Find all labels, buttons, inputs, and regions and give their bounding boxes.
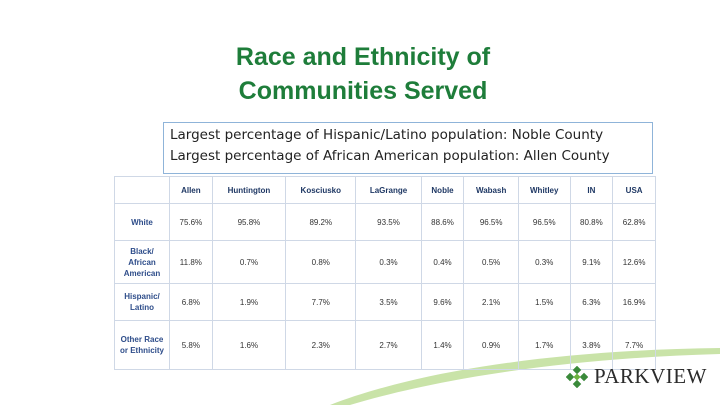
note-line: Largest percentage of Hispanic/Latino po…	[170, 127, 604, 143]
title-line: Communities Served	[238, 77, 488, 105]
data-table: Allen Huntington Kosciusko LaGrange Noble Wab…	[114, 176, 656, 370]
table-cell: 0.7%	[211, 240, 287, 284]
table-cell: 6.3%	[569, 283, 614, 321]
note-box: Largest percentage of Hispanic/Latino po…	[163, 122, 653, 174]
row-header: Hispanic/ Latino	[114, 283, 170, 321]
table-cell: 2.7%	[355, 320, 422, 370]
table-cell: 0.5%	[463, 240, 519, 284]
table-cell: 11.8%	[169, 240, 213, 284]
column-header: Huntington	[211, 176, 287, 204]
table-cell: 2.3%	[285, 320, 357, 370]
table-cell: 1.7%	[517, 320, 571, 370]
table-cell: 7.7%	[285, 283, 357, 321]
table-row: Black/ African American 11.8% 0.7% 0.8% 0.3%…	[114, 240, 656, 284]
table-cell: 0.9%	[463, 320, 519, 370]
row-header: Black/ African American	[114, 240, 170, 284]
row-header: Other Race or Ethnicity	[114, 320, 170, 370]
table-cell: 5.8%	[169, 320, 213, 370]
table-cell: 9.1%	[569, 240, 614, 284]
note-line: Largest percentage of African American p…	[170, 148, 610, 164]
column-header: Noble	[420, 176, 465, 204]
table-cell: 96.5%	[463, 203, 519, 241]
table-cell: 2.1%	[463, 283, 519, 321]
table-cell: 62.8%	[612, 203, 656, 241]
logo: PARKVIEW	[566, 364, 707, 389]
column-header: Whitley	[517, 176, 571, 204]
column-header: LaGrange	[355, 176, 422, 204]
table-row: Hispanic/ Latino 6.8% 1.9% 7.7% 3.5% 9.6% 2.1%…	[114, 283, 656, 321]
table-cell: 6.8%	[169, 283, 213, 321]
table-row: White 75.6% 95.8% 89.2% 93.5% 88.6% 96.5% 96.5%…	[114, 203, 656, 241]
table-cell: 0.3%	[517, 240, 571, 284]
swoosh	[330, 348, 720, 405]
table-cell: 1.5%	[517, 283, 571, 321]
corner-cell	[114, 176, 170, 204]
row-header: White	[114, 203, 170, 241]
column-header: Wabash	[463, 176, 519, 204]
table-cell: 12.6%	[612, 240, 656, 284]
header-row: Allen Huntington Kosciusko LaGrange Noble Wab…	[114, 176, 656, 204]
table-cell: 9.6%	[420, 283, 465, 321]
table-cell: 80.8%	[569, 203, 614, 241]
column-header: Allen	[169, 176, 213, 204]
table-cell: 0.4%	[420, 240, 465, 284]
logo-icon	[566, 365, 588, 388]
column-header: Kosciusko	[285, 176, 357, 204]
table-cell: 88.6%	[420, 203, 465, 241]
table-cell: 95.8%	[211, 203, 287, 241]
table-cell: 0.3%	[355, 240, 422, 284]
table-row: Other Race or Ethnicity 5.8% 1.6% 2.3% 2.7% 1…	[114, 320, 656, 370]
table-cell: 16.9%	[612, 283, 656, 321]
title-line: Race and Ethnicity of	[235, 43, 491, 71]
table-cell: 0.8%	[285, 240, 357, 284]
table-cell: 93.5%	[355, 203, 422, 241]
table-cell: 1.9%	[211, 283, 287, 321]
slide-title: Race and Ethnicity of Communities Served	[163, 40, 563, 108]
column-header: USA	[612, 176, 656, 204]
table-cell: 1.6%	[211, 320, 287, 370]
table-cell: 75.6%	[169, 203, 213, 241]
table-cell: 96.5%	[517, 203, 571, 241]
table-cell: 7.7%	[612, 320, 656, 370]
logo-text: PARKVIEW	[594, 364, 707, 388]
table-cell: 89.2%	[285, 203, 357, 241]
table-cell: 3.5%	[355, 283, 422, 321]
table-cell: 1.4%	[420, 320, 465, 370]
table-cell: 3.8%	[569, 320, 614, 370]
column-header: IN	[569, 176, 614, 204]
